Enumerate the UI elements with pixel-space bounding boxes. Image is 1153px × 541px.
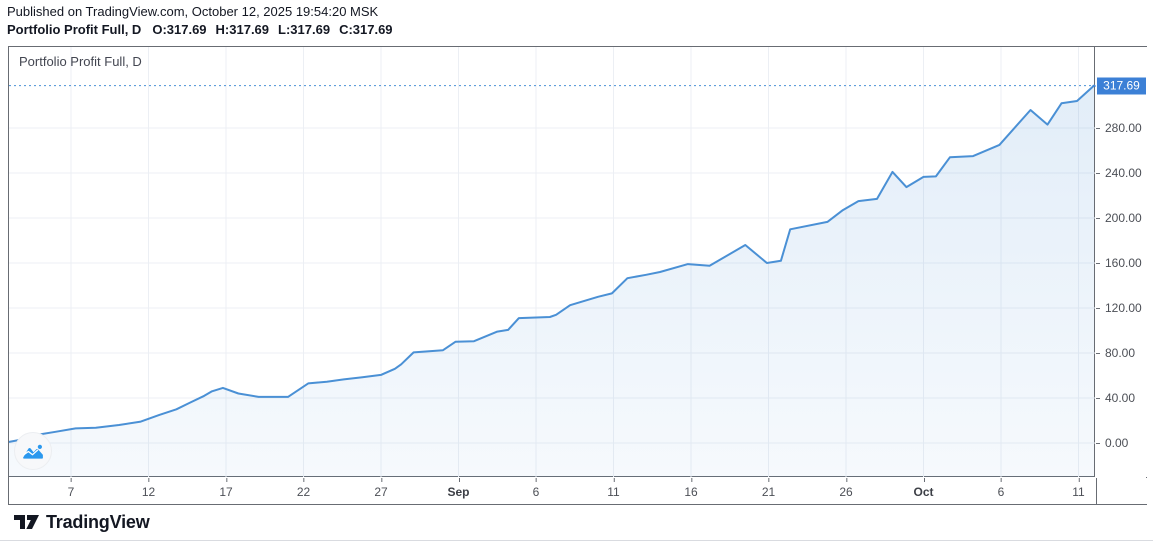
- price-axis-label: 200.00: [1096, 211, 1142, 225]
- time-axis-label: 26: [839, 478, 853, 499]
- chart-frame: Portfolio Profit Full, D 317.69 280.00 24…: [8, 46, 1147, 505]
- ohlc-close: C:317.69: [339, 22, 393, 37]
- axis-corner: [1096, 478, 1147, 504]
- time-axis-label: 7: [67, 478, 75, 499]
- ohlc-open: O:317.69: [152, 22, 207, 37]
- time-axis[interactable]: 7 12 17 22 27 Sep 6 11 16 21 26 Oct 6 11: [9, 478, 1095, 504]
- time-axis-label: 11: [1072, 478, 1085, 499]
- time-axis-label: 27: [374, 478, 388, 499]
- price-axis-label: 80.00: [1096, 346, 1135, 360]
- area-fill: [9, 85, 1094, 477]
- time-axis-label: 16: [684, 478, 698, 499]
- price-line: [9, 84, 1095, 443]
- tradingview-logo: TradingView: [14, 512, 150, 533]
- time-axis-label: 17: [219, 478, 233, 499]
- time-axis-label: 11: [607, 478, 620, 499]
- price-axis-label: 120.00: [1096, 301, 1142, 315]
- tradingview-logo-text: TradingView: [46, 511, 150, 532]
- header: Published on TradingView.com, October 12…: [7, 3, 393, 38]
- last-price-value: 317.69: [1103, 78, 1140, 93]
- time-axis-label: 22: [296, 478, 311, 499]
- price-axis[interactable]: 317.69 280.00 240.00 200.00 160.00 120.00 80.…: [1092, 47, 1147, 477]
- last-price-badge: 317.69: [1092, 77, 1146, 95]
- footer: TradingView: [14, 510, 150, 534]
- chart-canvas: [9, 47, 1095, 477]
- time-axis-label: 6: [532, 478, 540, 499]
- price-axis-label: 240.00: [1096, 166, 1142, 180]
- watermark-circle: [14, 432, 52, 470]
- price-axis-label: 160.00: [1096, 256, 1142, 270]
- symbol-ohlc-line: Portfolio Profit Full, D O:317.69 H:317.69…: [7, 21, 393, 38]
- chart-plot-area[interactable]: Portfolio Profit Full, D: [9, 47, 1095, 477]
- time-axis-label: 6: [997, 478, 1005, 499]
- ohlc-high: H:317.69: [215, 22, 270, 37]
- time-axis-label: 21: [761, 478, 776, 499]
- price-axis-label: 40.00: [1096, 391, 1135, 405]
- chart-legend: Portfolio Profit Full, D: [19, 54, 142, 69]
- tradingview-logo-icon: [14, 515, 39, 529]
- price-axis-label: 280.00: [1096, 121, 1142, 135]
- symbol-title: Portfolio Profit Full, D: [7, 22, 142, 37]
- ohlc-low: L:317.69: [278, 22, 331, 37]
- price-axis-label: 0.00: [1096, 436, 1128, 450]
- published-line: Published on TradingView.com, October 12…: [7, 4, 379, 19]
- time-axis-month-label: Oct: [913, 478, 934, 499]
- time-axis-label: 12: [141, 478, 156, 499]
- time-axis-month-label: Sep: [447, 478, 470, 499]
- area-chart-icon: [23, 444, 43, 459]
